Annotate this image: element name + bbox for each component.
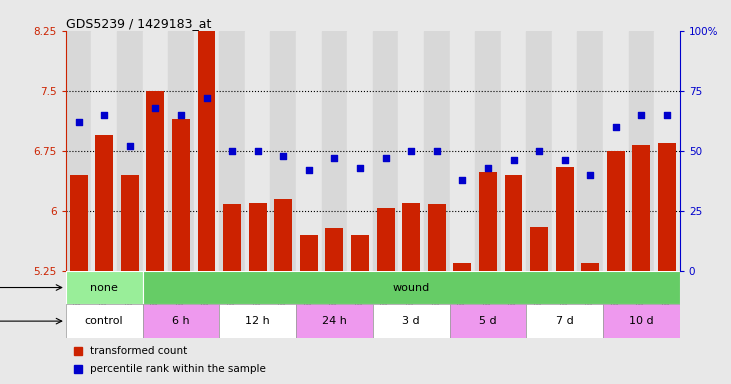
Point: [661, 112, 673, 118]
Point: [354, 164, 366, 170]
Point: [226, 147, 238, 154]
Bar: [603, 31, 629, 271]
Point: [380, 155, 392, 161]
Point: [456, 177, 469, 183]
Point: [98, 112, 110, 118]
Bar: [69, 175, 88, 271]
Bar: [322, 31, 347, 271]
Bar: [373, 31, 398, 271]
Bar: [501, 31, 526, 271]
Bar: [143, 271, 680, 304]
Bar: [197, 23, 216, 271]
Point: [251, 147, 263, 154]
Bar: [300, 235, 318, 271]
Bar: [146, 91, 164, 271]
Bar: [296, 304, 373, 338]
Bar: [274, 199, 292, 271]
Point: [431, 147, 442, 154]
Bar: [91, 31, 117, 271]
Bar: [121, 175, 139, 271]
Point: [534, 147, 545, 154]
Bar: [373, 304, 450, 338]
Bar: [632, 145, 651, 271]
Bar: [143, 304, 219, 338]
Text: 5 d: 5 d: [479, 316, 497, 326]
Text: 24 h: 24 h: [322, 316, 347, 326]
Bar: [479, 172, 497, 271]
Text: 7 d: 7 d: [556, 316, 574, 326]
Bar: [504, 175, 523, 271]
Point: [585, 172, 596, 178]
Point: [405, 147, 417, 154]
Bar: [603, 304, 680, 338]
Bar: [658, 143, 676, 271]
Point: [558, 157, 570, 164]
Bar: [398, 31, 424, 271]
Text: transformed count: transformed count: [91, 346, 188, 356]
Point: [303, 167, 315, 173]
Bar: [249, 203, 267, 271]
Bar: [577, 31, 603, 271]
Bar: [66, 31, 91, 271]
Bar: [351, 235, 369, 271]
Text: control: control: [85, 316, 124, 326]
Bar: [66, 304, 143, 338]
Bar: [556, 167, 574, 271]
Text: 12 h: 12 h: [246, 316, 270, 326]
Bar: [453, 263, 471, 271]
Bar: [424, 31, 450, 271]
Text: none: none: [90, 283, 118, 293]
Bar: [428, 204, 446, 271]
Bar: [223, 204, 241, 271]
Bar: [168, 31, 194, 271]
Point: [610, 124, 621, 130]
Point: [73, 119, 84, 125]
Bar: [296, 31, 322, 271]
Bar: [552, 31, 577, 271]
Point: [175, 112, 187, 118]
Point: [277, 152, 289, 159]
Bar: [607, 151, 625, 271]
Bar: [270, 31, 296, 271]
Text: 10 d: 10 d: [629, 316, 654, 326]
Bar: [475, 31, 501, 271]
Bar: [347, 31, 373, 271]
Bar: [581, 263, 599, 271]
Bar: [325, 228, 344, 271]
Bar: [95, 135, 113, 271]
Bar: [219, 304, 296, 338]
Text: percentile rank within the sample: percentile rank within the sample: [91, 364, 266, 374]
Bar: [376, 208, 395, 271]
Bar: [526, 31, 552, 271]
Text: 3 d: 3 d: [402, 316, 420, 326]
Bar: [194, 31, 219, 271]
Bar: [450, 304, 526, 338]
Bar: [654, 31, 680, 271]
Text: 6 h: 6 h: [172, 316, 190, 326]
Bar: [530, 227, 548, 271]
Bar: [629, 31, 654, 271]
Point: [482, 164, 494, 170]
Bar: [526, 304, 603, 338]
Point: [329, 155, 341, 161]
Bar: [402, 203, 420, 271]
Bar: [172, 119, 190, 271]
Bar: [219, 31, 245, 271]
Point: [635, 112, 648, 118]
Text: wound: wound: [393, 283, 430, 293]
Bar: [117, 31, 143, 271]
Text: GDS5239 / 1429183_at: GDS5239 / 1429183_at: [66, 17, 211, 30]
Bar: [245, 31, 270, 271]
Point: [149, 104, 161, 111]
Point: [507, 157, 519, 164]
Bar: [450, 31, 475, 271]
Point: [200, 95, 212, 101]
Bar: [143, 31, 168, 271]
Bar: [66, 271, 143, 304]
Point: [124, 143, 136, 149]
